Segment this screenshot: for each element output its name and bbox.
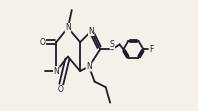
Text: F: F (149, 45, 153, 54)
Text: N: N (53, 66, 59, 76)
Text: N: N (88, 27, 94, 36)
Text: S: S (110, 40, 115, 49)
Text: N: N (65, 23, 71, 32)
Text: O: O (58, 85, 64, 94)
Text: N: N (86, 62, 92, 71)
Text: O: O (40, 38, 46, 47)
